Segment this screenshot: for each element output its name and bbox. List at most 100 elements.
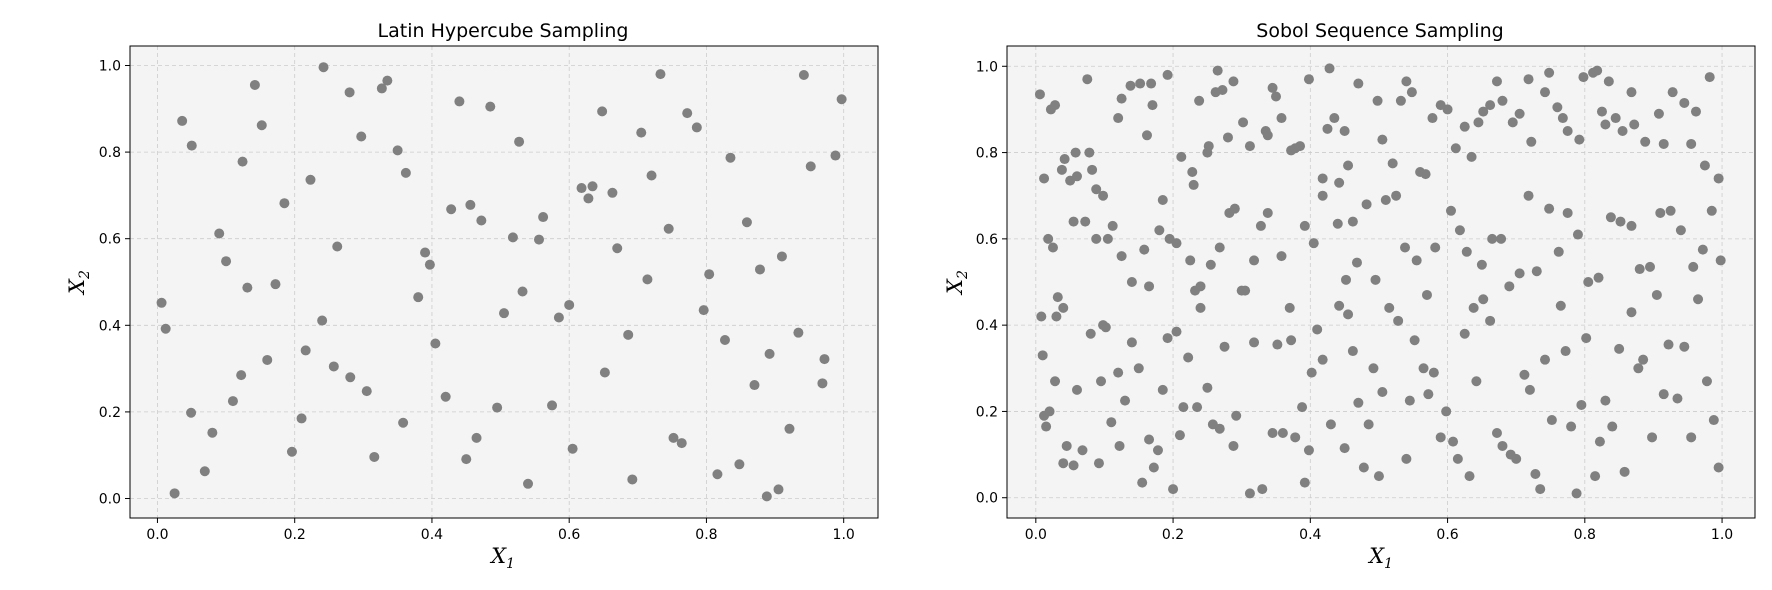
data-point: [1052, 292, 1063, 303]
data-point: [1185, 255, 1196, 266]
y-tick-label: 0.2: [99, 405, 121, 421]
data-point: [517, 286, 528, 297]
data-point: [1037, 350, 1048, 361]
data-point: [1514, 268, 1525, 279]
data-point: [1174, 430, 1185, 441]
data-point: [1091, 184, 1102, 195]
data-point: [1238, 117, 1249, 128]
x-tick-label: 0.4: [1299, 527, 1321, 543]
data-point: [819, 354, 830, 365]
data-point: [1504, 281, 1515, 292]
data-point: [1708, 415, 1719, 426]
data-point: [514, 136, 525, 147]
data-point: [1098, 190, 1109, 201]
data-point: [446, 204, 457, 215]
data-point: [1566, 421, 1577, 432]
data-point: [523, 478, 534, 489]
data-point: [734, 459, 745, 470]
data-point: [286, 446, 297, 457]
data-point: [1176, 151, 1187, 162]
data-point: [476, 215, 487, 226]
data-point: [1600, 395, 1611, 406]
x-tick-label: 0.6: [1436, 527, 1458, 543]
data-point: [1442, 104, 1453, 115]
data-point: [1162, 69, 1173, 80]
data-point: [1214, 242, 1225, 253]
data-point: [1672, 393, 1683, 404]
data-point: [169, 488, 180, 499]
data-point: [1592, 65, 1603, 76]
data-point: [1450, 143, 1461, 154]
data-point: [1114, 440, 1125, 451]
data-point: [1106, 417, 1117, 428]
data-point: [1093, 458, 1104, 469]
data-point: [1454, 225, 1465, 236]
x-tick-label: 1.0: [1711, 527, 1733, 543]
data-point: [1080, 216, 1091, 227]
data-point: [1322, 123, 1333, 134]
data-point: [1347, 216, 1358, 227]
data-point: [256, 120, 267, 131]
data-point: [1653, 108, 1664, 119]
data-point: [1146, 78, 1157, 89]
data-point: [627, 474, 638, 485]
x-tick-label: 0.2: [284, 527, 306, 543]
data-point: [1329, 113, 1340, 124]
x-tick-label: 0.0: [1025, 527, 1047, 543]
data-point: [1617, 125, 1628, 136]
data-point: [1665, 205, 1676, 216]
data-point: [1540, 87, 1551, 98]
data-point: [1571, 488, 1582, 499]
data-point: [356, 131, 367, 142]
data-point: [1596, 106, 1607, 117]
data-point: [1332, 218, 1343, 229]
data-point: [1626, 220, 1637, 231]
data-point: [1562, 207, 1573, 218]
data-point: [1497, 95, 1508, 106]
data-point: [262, 354, 273, 365]
data-point: [1523, 74, 1534, 85]
data-point: [465, 199, 476, 210]
data-point: [533, 234, 544, 245]
data-point: [1576, 399, 1587, 410]
data-point: [1476, 259, 1487, 270]
data-point: [1277, 428, 1288, 439]
data-point: [1485, 100, 1496, 111]
data-point: [237, 156, 248, 167]
data-point: [1056, 164, 1067, 175]
data-point: [719, 335, 730, 346]
data-point: [296, 413, 307, 424]
data-point: [1157, 384, 1168, 395]
data-point: [1043, 233, 1054, 244]
data-point: [1421, 289, 1432, 300]
data-point: [382, 75, 393, 86]
data-point: [1347, 346, 1358, 357]
data-point: [1583, 277, 1594, 287]
y-tick-label: 0.2: [976, 404, 998, 420]
y-axis-ticks: 0.0 0.2 0.4 0.6 0.8 1.0: [976, 59, 1007, 507]
data-point: [1135, 78, 1146, 89]
y-tick-label: 1.0: [99, 58, 121, 74]
data-point: [1228, 440, 1239, 451]
data-point: [1401, 453, 1412, 464]
data-point: [1325, 419, 1336, 430]
data-point: [538, 212, 549, 223]
data-point: [1039, 173, 1050, 184]
x-tick-label: 0.0: [146, 527, 168, 543]
data-point: [1594, 436, 1605, 447]
data-point: [1120, 395, 1131, 406]
data-point: [1339, 125, 1350, 136]
x-axis-ticks: 0.0 0.2 0.4 0.6 0.8 1.0: [1025, 518, 1733, 543]
data-point: [1041, 421, 1052, 432]
data-point: [430, 338, 441, 349]
data-point: [599, 367, 610, 378]
data-point: [583, 193, 594, 204]
data-point: [1473, 117, 1484, 128]
data-point: [749, 380, 760, 391]
data-point: [1614, 343, 1625, 354]
data-point: [1299, 477, 1310, 488]
data-point: [1116, 93, 1127, 104]
data-point: [1572, 229, 1583, 240]
data-point: [1688, 261, 1699, 272]
data-point: [1452, 453, 1463, 464]
